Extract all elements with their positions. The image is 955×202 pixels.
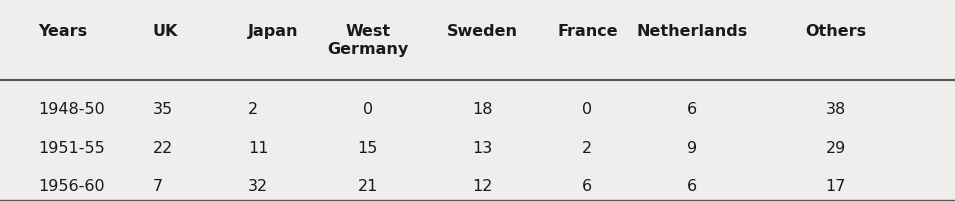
Text: 6: 6 bbox=[688, 102, 697, 117]
Text: 13: 13 bbox=[472, 140, 493, 155]
Text: 12: 12 bbox=[472, 178, 493, 193]
Text: UK: UK bbox=[153, 24, 179, 39]
Text: Others: Others bbox=[805, 24, 866, 39]
Text: Netherlands: Netherlands bbox=[637, 24, 748, 39]
Text: 7: 7 bbox=[153, 178, 163, 193]
Text: 38: 38 bbox=[825, 102, 846, 117]
Text: Sweden: Sweden bbox=[447, 24, 518, 39]
Text: 1951-55: 1951-55 bbox=[38, 140, 105, 155]
Text: 2: 2 bbox=[583, 140, 592, 155]
Text: 29: 29 bbox=[825, 140, 846, 155]
Text: 35: 35 bbox=[153, 102, 173, 117]
Text: Years: Years bbox=[38, 24, 87, 39]
Text: 18: 18 bbox=[472, 102, 493, 117]
Text: 6: 6 bbox=[688, 178, 697, 193]
Text: 0: 0 bbox=[583, 102, 592, 117]
Text: 9: 9 bbox=[688, 140, 697, 155]
Text: 22: 22 bbox=[153, 140, 173, 155]
Text: 6: 6 bbox=[583, 178, 592, 193]
Text: 32: 32 bbox=[248, 178, 268, 193]
Text: 1948-50: 1948-50 bbox=[38, 102, 105, 117]
Text: France: France bbox=[557, 24, 618, 39]
Text: 0: 0 bbox=[363, 102, 372, 117]
Text: 17: 17 bbox=[825, 178, 846, 193]
Text: 1956-60: 1956-60 bbox=[38, 178, 105, 193]
Text: 2: 2 bbox=[248, 102, 259, 117]
Text: 11: 11 bbox=[248, 140, 268, 155]
Text: West
Germany: West Germany bbox=[327, 24, 409, 57]
Text: 15: 15 bbox=[357, 140, 378, 155]
Text: Japan: Japan bbox=[248, 24, 299, 39]
Text: 21: 21 bbox=[357, 178, 378, 193]
